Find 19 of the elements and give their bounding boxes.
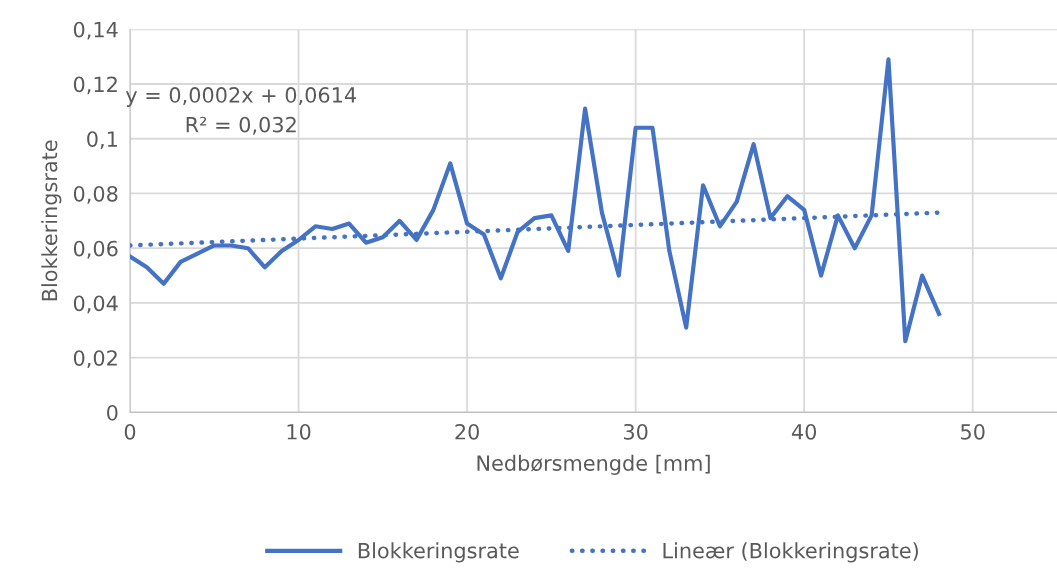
legend-label: Blokkeringsrate xyxy=(358,542,519,563)
x-axis-title: Nedbørsmengde [mm] xyxy=(477,454,710,475)
y-tick-label: 0,04 xyxy=(73,295,118,314)
x-tick-label: 20 xyxy=(455,423,479,440)
y-tick-label: 0,02 xyxy=(73,350,117,369)
x-tick-label: 10 xyxy=(287,423,311,440)
y-tick-label: 0,06 xyxy=(73,240,118,259)
annotation: y = 0,0002x + 0,0614 R² = 0,032 xyxy=(125,87,357,135)
y-tick-label: 0,12 xyxy=(73,76,117,95)
y-axis-title: Blokkeringsrate xyxy=(41,140,62,301)
x-tick-label: 40 xyxy=(791,423,817,440)
legend-label: Lineær (Blokkeringsrate) xyxy=(663,542,918,563)
x-tick-label: 30 xyxy=(623,423,648,440)
x-tick-label: 0 xyxy=(124,423,136,440)
y-tick-label: 0 xyxy=(107,404,118,421)
y-tick-label: 0,1 xyxy=(87,131,117,150)
y-tick-label: 0,08 xyxy=(73,185,118,204)
x-tick-label: 50 xyxy=(961,423,985,440)
y-tick-label: 0,14 xyxy=(73,21,118,40)
